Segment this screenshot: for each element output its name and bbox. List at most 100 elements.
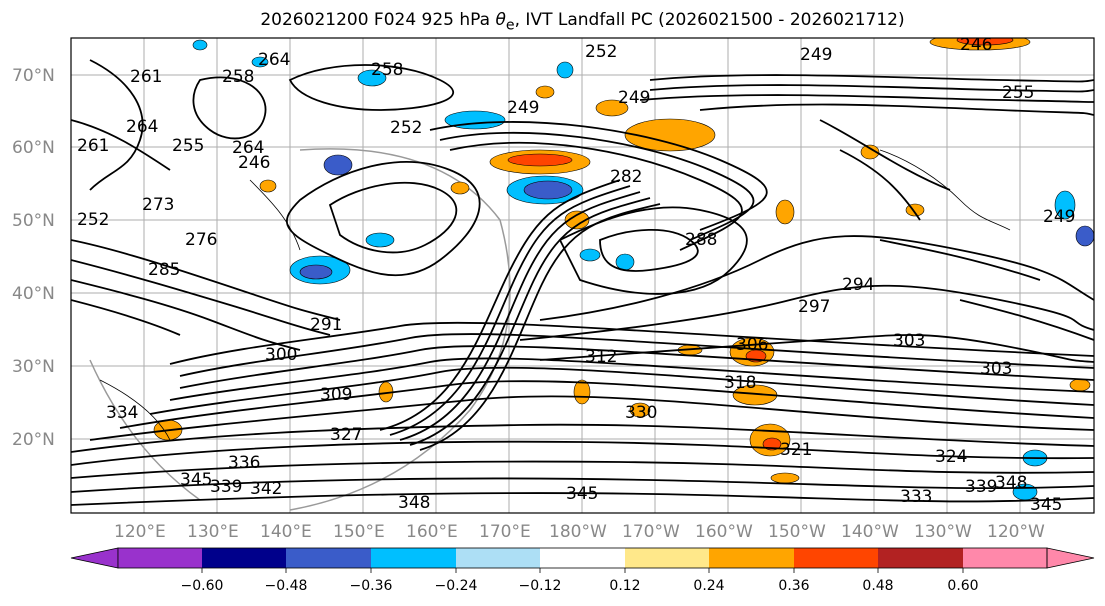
contour-label: 249 — [618, 88, 650, 108]
colorbar-max-extend — [1046, 547, 1095, 569]
lat-label-20n: 20°N — [12, 430, 55, 450]
colorbar-segment — [625, 548, 709, 568]
contour-label: 252 — [77, 210, 109, 230]
contour-label: 345 — [566, 484, 598, 504]
lat-label-40n: 40°N — [12, 284, 55, 304]
colorbar-segment — [456, 548, 540, 568]
contour-label: 261 — [130, 67, 162, 87]
lat-label-60n: 60°N — [12, 138, 55, 158]
lon-label-120e: 120°E — [114, 522, 166, 542]
map-frame — [70, 37, 1095, 514]
colorbar-segment — [794, 548, 878, 568]
title-suffix: , IVT Landfall PC (2026021500 - 20260217… — [514, 10, 905, 30]
lon-label-160w: 160°W — [695, 522, 753, 542]
colorbar-tick-label: −0.12 — [519, 578, 562, 594]
colorbar-tick-label: 0.60 — [947, 578, 978, 594]
contour-label: 321 — [780, 440, 812, 460]
theta-e-contours — [71, 59, 1094, 506]
contour-label: 264 — [258, 50, 290, 70]
contour-label: 255 — [172, 136, 204, 156]
contour-label: 294 — [842, 275, 874, 295]
latitude-labels: 70°N 60°N 50°N 40°N 30°N 20°N — [12, 66, 55, 450]
contour-label: 246 — [960, 35, 992, 55]
lat-label-70n: 70°N — [12, 66, 55, 86]
lon-label-170w: 170°W — [622, 522, 680, 542]
lon-label-160e: 160°E — [406, 522, 458, 542]
contour-label: 348 — [398, 493, 430, 513]
negative-pc-shading — [192, 39, 1094, 501]
landfall-region-outline-inner — [89, 359, 201, 501]
lon-label-180w: 180°W — [549, 522, 607, 542]
colorbar-tick-label: −0.60 — [181, 578, 224, 594]
contour-label: 288 — [685, 230, 717, 250]
lon-label-170e: 170°E — [479, 522, 531, 542]
contour-label: 324 — [935, 447, 967, 467]
contour-label: 303 — [893, 331, 925, 351]
title-theta-subscript: e — [505, 17, 515, 34]
colorbar-tick-label: −0.24 — [435, 578, 478, 594]
map-title: 2026021200 F024 925 hPa θe, IVT Landfall… — [0, 10, 1105, 33]
contour-label: 282 — [610, 167, 642, 187]
contour-label: 342 — [250, 479, 282, 499]
colorbar-segment — [202, 548, 286, 568]
lon-label-130w: 130°W — [914, 522, 972, 542]
contour-label: 297 — [798, 297, 830, 317]
contour-label: 249 — [1043, 207, 1075, 227]
colorbar-frame — [117, 547, 1048, 569]
contour-label: 264 — [232, 138, 264, 158]
contour-label: 258 — [222, 67, 254, 87]
lon-label-150e: 150°E — [333, 522, 385, 542]
contour-label: 255 — [1002, 83, 1034, 103]
colorbar-tick-label: 0.36 — [778, 578, 809, 594]
contour-labels: 261 264 258 264 258 252 249 246 255 249 … — [77, 35, 1075, 515]
colorbar-segment — [286, 548, 371, 568]
contour-label: 249 — [507, 98, 539, 118]
lon-label-120w: 120°W — [987, 522, 1045, 542]
colorbar-min-extend — [70, 547, 119, 569]
contour-label: 300 — [265, 345, 297, 365]
contour-label: 333 — [900, 487, 932, 507]
contour-label: 303 — [980, 359, 1012, 379]
colorbar-segment — [878, 548, 963, 568]
contour-label: 252 — [390, 118, 422, 138]
contour-label: 339 — [210, 477, 242, 497]
contour-label: 258 — [371, 60, 403, 80]
lat-label-50n: 50°N — [12, 211, 55, 231]
contour-label: 306 — [736, 335, 768, 355]
lon-label-130e: 130°E — [187, 522, 239, 542]
map-plot-area: 261 264 258 264 258 252 249 246 255 249 … — [71, 35, 1094, 515]
colorbar-tick-label: −0.36 — [350, 578, 393, 594]
title-theta-symbol: θ — [495, 10, 506, 30]
colorbar-tick-label: 0.24 — [693, 578, 724, 594]
contour-label: 345 — [1030, 495, 1062, 515]
contour-label: 249 — [800, 45, 832, 65]
contour-label: 312 — [585, 347, 617, 367]
colorbar-segment — [963, 548, 1047, 568]
colorbar-segment — [371, 548, 456, 568]
lat-label-30n: 30°N — [12, 357, 55, 377]
lon-label-140e: 140°E — [260, 522, 312, 542]
contour-label: 291 — [310, 315, 342, 335]
contour-label: 285 — [148, 260, 180, 280]
colorbar: −0.60 −0.48 −0.36 −0.24 −0.12 0.12 0.24 … — [70, 547, 1095, 594]
longitude-labels: 120°E 130°E 140°E 150°E 160°E 170°E 180°… — [114, 522, 1045, 542]
contour-label: 327 — [330, 425, 362, 445]
title-prefix: 2026021200 F024 925 hPa — [260, 10, 496, 30]
colorbar-segment — [540, 548, 625, 568]
contour-label: 318 — [724, 373, 756, 393]
contour-label: 276 — [185, 230, 217, 250]
colorbar-tick-label: 0.12 — [609, 578, 640, 594]
contour-label: 345 — [180, 470, 212, 490]
lon-label-140w: 140°W — [841, 522, 899, 542]
contour-label: 330 — [625, 403, 657, 423]
contour-label: 339 — [965, 477, 997, 497]
colorbar-segment — [709, 548, 794, 568]
contour-label: 252 — [585, 42, 617, 62]
contour-label: 273 — [142, 195, 174, 215]
colorbar-tick-label: −0.48 — [265, 578, 308, 594]
contour-label: 264 — [126, 117, 158, 137]
coastlines — [99, 149, 1011, 441]
contour-label: 261 — [77, 136, 109, 156]
lon-label-150w: 150°W — [768, 522, 826, 542]
